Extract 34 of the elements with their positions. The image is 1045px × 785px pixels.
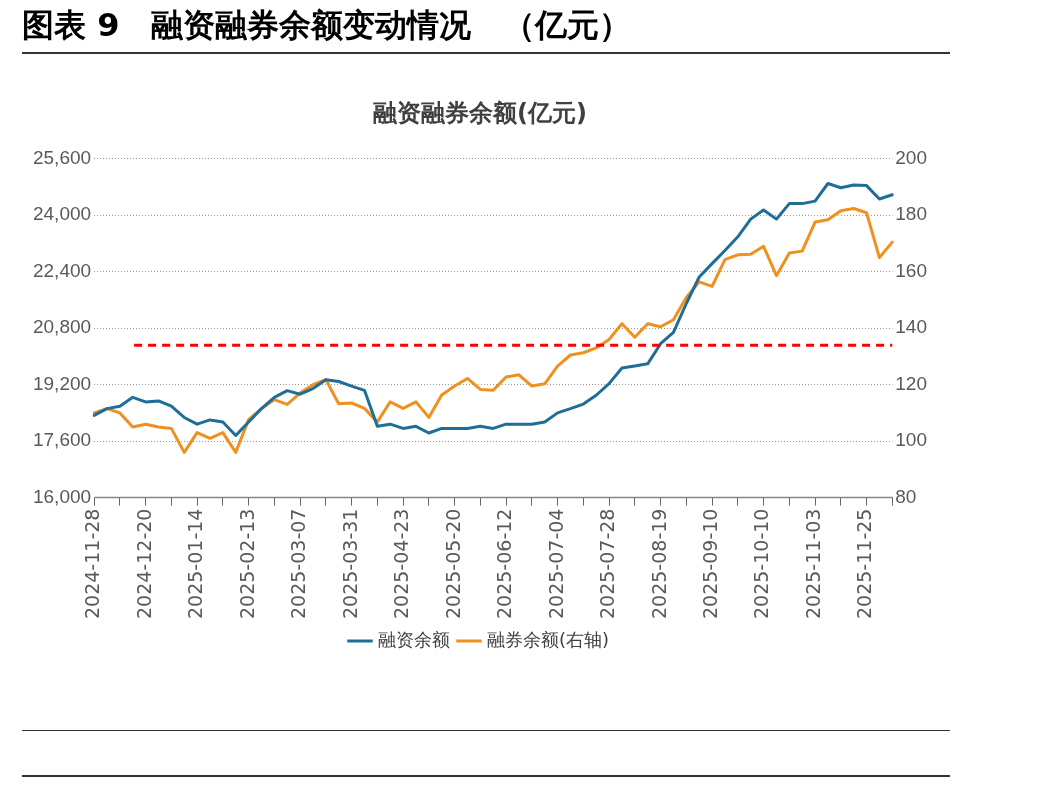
x-tick-label: 2024-12-20: [132, 508, 155, 619]
legend-label: 融券余额(右轴): [486, 628, 610, 650]
x-tick-label: 2025-03-07: [287, 508, 310, 619]
x-tick-label: 2024-11-28: [81, 508, 104, 619]
x-tick-label: 2025-04-23: [390, 508, 413, 619]
x-tick-label: 2025-02-13: [235, 508, 258, 619]
y2-tick-label: 100: [895, 429, 927, 451]
y2-tick-label: 120: [895, 372, 927, 394]
y-tick-label: 22,400: [32, 259, 92, 281]
y-tick-label: 20,800: [32, 316, 92, 338]
y-tick-label: 19,200: [32, 372, 92, 394]
y2-tick-label: 200: [895, 147, 927, 169]
x-tick-label: 2025-08-19: [647, 508, 670, 619]
y-tick-label: 25,600: [32, 147, 92, 169]
x-tick-label: 2025-05-20: [441, 508, 464, 619]
x-tick-label: 2025-06-12: [493, 508, 516, 619]
x-tick-label: 2025-11-25: [853, 508, 876, 619]
x-tick-label: 2025-07-04: [544, 508, 567, 619]
x-tick-label: 2025-01-14: [184, 508, 207, 619]
y2-tick-label: 140: [895, 316, 927, 338]
x-tick-label: 2025-10-10: [750, 508, 773, 619]
x-tick-label: 2025-11-03: [801, 508, 824, 619]
legend-label: 融资余额: [377, 628, 450, 650]
y-tick-label: 17,600: [32, 429, 92, 451]
chart-subtitle: 融资融券余额(亿元): [373, 98, 587, 127]
y2-tick-label: 160: [895, 259, 927, 281]
y2-tick-label: 180: [895, 203, 927, 225]
y-tick-label: 16,000: [32, 485, 92, 507]
chart-title: 图表 9 融资融券余额变动情况 （亿元）: [22, 4, 950, 54]
y-tick-label: 24,000: [32, 203, 92, 225]
y2-tick-label: 80: [895, 485, 917, 507]
x-tick-label: 2025-03-31: [338, 508, 361, 619]
x-tick-label: 2025-07-28: [596, 508, 619, 619]
x-tick-label: 2025-09-10: [699, 508, 721, 619]
